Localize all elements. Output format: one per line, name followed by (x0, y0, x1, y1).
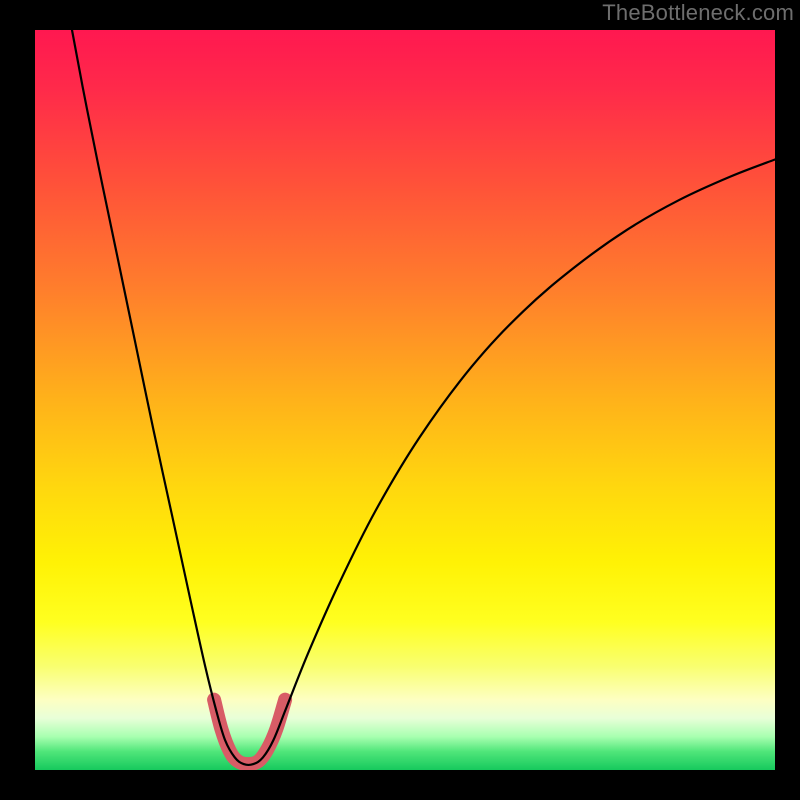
gradient-background (35, 30, 775, 770)
bottleneck-chart (35, 30, 775, 770)
stage: TheBottleneck.com (0, 0, 800, 800)
watermark-text: TheBottleneck.com (602, 0, 794, 26)
chart-svg (35, 30, 775, 770)
